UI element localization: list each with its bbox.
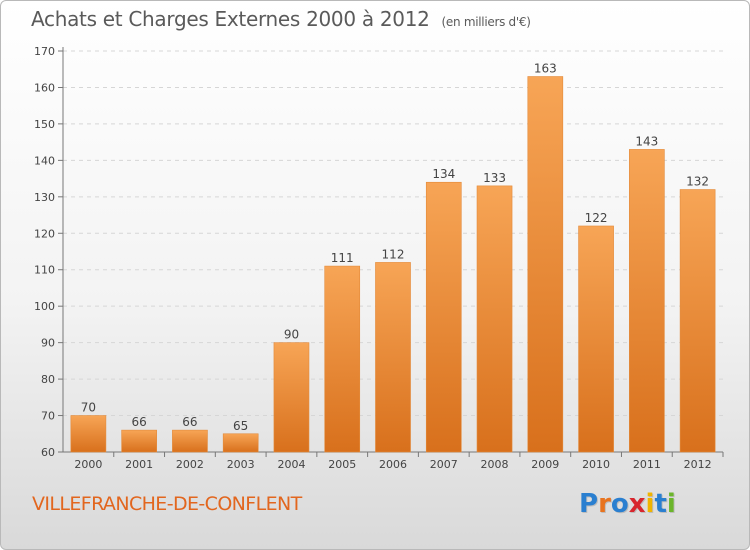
bar-2009 — [527, 76, 564, 453]
y-tick-label: 170 — [34, 45, 55, 58]
value-label-2007: 134 — [432, 167, 455, 181]
proxiti-logo: Proxiti — [579, 489, 676, 519]
bars — [70, 76, 716, 453]
bar-2005 — [324, 265, 361, 453]
y-tick-label: 90 — [41, 337, 55, 350]
value-label-2009: 163 — [534, 62, 557, 76]
value-label-2002: 66 — [182, 415, 197, 429]
bar-2008 — [476, 185, 513, 453]
bar-2012 — [679, 189, 716, 453]
x-tick-label: 2006 — [379, 458, 407, 471]
y-tick-label: 120 — [34, 227, 55, 240]
y-tick-label: 80 — [41, 373, 55, 386]
axes: 60 70 80 90 100 110 120 130 140 150 160 170 2000 2001… — [34, 45, 724, 471]
y-tick-label: 70 — [41, 410, 55, 423]
x-tick-label: 2008 — [481, 458, 509, 471]
value-label-2001: 66 — [132, 415, 147, 429]
x-tick-label: 2002 — [176, 458, 204, 471]
x-tick-label: 2012 — [684, 458, 712, 471]
logo-letter: i — [645, 489, 655, 519]
value-label-2008: 133 — [483, 171, 506, 185]
logo-letter: i — [666, 489, 676, 519]
bar-2001 — [121, 429, 157, 453]
y-tick-label: 60 — [41, 446, 55, 459]
value-label-2005: 111 — [331, 251, 354, 265]
x-tick-label: 2005 — [328, 458, 356, 471]
y-tick-label: 160 — [34, 81, 55, 94]
value-label-2004: 90 — [284, 328, 299, 342]
value-label-2011: 143 — [635, 134, 658, 148]
value-label-2003: 65 — [233, 419, 248, 433]
value-label-2000: 70 — [81, 401, 96, 415]
chart-title: Achats et Charges Externes 2000 à 2012 (e… — [31, 7, 531, 31]
bar-2006 — [375, 262, 411, 453]
bar-2000 — [70, 415, 107, 453]
logo-letter: t — [654, 489, 667, 519]
logo-letter: P — [579, 489, 599, 519]
x-tick-label: 2001 — [125, 458, 153, 471]
bar-2002 — [172, 429, 208, 453]
value-label-2012: 132 — [686, 175, 709, 189]
x-tick-label: 2000 — [74, 458, 102, 471]
commune-name: VILLEFRANCHE-DE-CONFLENT — [32, 493, 302, 515]
data-labels: 70 66 66 65 90 111 112 134 133 163 122 143 132 — [81, 62, 709, 433]
bar-2011 — [629, 149, 665, 453]
y-tick-label: 100 — [34, 300, 55, 313]
y-tick-label: 140 — [34, 154, 55, 167]
x-tick-label: 2004 — [277, 458, 305, 471]
x-tick-label: 2009 — [531, 458, 559, 471]
x-tick-label: 2010 — [582, 458, 610, 471]
bar-2004 — [273, 342, 310, 453]
x-tick-label: 2003 — [227, 458, 255, 471]
logo-letter: x — [628, 489, 646, 519]
x-tick-label: 2007 — [430, 458, 458, 471]
y-tick-label: 110 — [34, 264, 55, 277]
logo-letter: o — [610, 489, 629, 519]
value-label-2010: 122 — [585, 211, 608, 225]
y-tick-label: 130 — [34, 191, 55, 204]
bar-2007 — [425, 181, 462, 453]
bar-2003 — [222, 433, 259, 453]
title-text: Achats et Charges Externes 2000 à 2012 — [31, 7, 430, 31]
value-label-2006: 112 — [382, 247, 405, 261]
x-tick-label: 2011 — [633, 458, 661, 471]
chart-subtitle: (en milliers d'€) — [441, 15, 531, 29]
y-tick-label: 150 — [34, 118, 55, 131]
bar-2010 — [578, 225, 614, 453]
logo-letter: r — [598, 489, 611, 519]
